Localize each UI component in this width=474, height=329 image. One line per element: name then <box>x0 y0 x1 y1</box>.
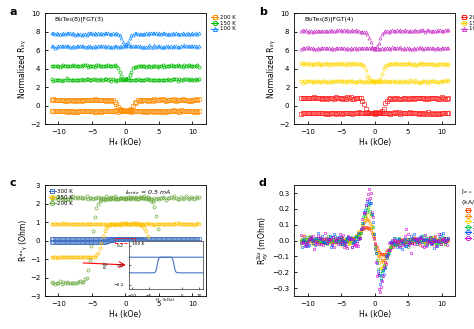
X-axis label: H₄ (kOe): H₄ (kOe) <box>359 310 391 319</box>
Legend: 200 K, 150 K, 100 K: 200 K, 150 K, 100 K <box>459 14 474 33</box>
Text: Bi₂Te₃(8)|FGT(4): Bi₂Te₃(8)|FGT(4) <box>304 16 353 22</box>
Legend: 300 K, 250 K, 200 K: 300 K, 250 K, 200 K <box>48 188 74 207</box>
Y-axis label: Normalized Rₓᵧ: Normalized Rₓᵧ <box>267 40 276 97</box>
Y-axis label: Rᵈˣᵧ (Ohm): Rᵈˣᵧ (Ohm) <box>19 220 28 261</box>
Y-axis label: R$^{2ω}_{xy}$ (mOhm): R$^{2ω}_{xy}$ (mOhm) <box>255 216 271 265</box>
X-axis label: H₄ (kOe): H₄ (kOe) <box>359 138 391 147</box>
Text: d: d <box>259 179 267 189</box>
Bar <box>115 239 136 243</box>
Text: b: b <box>259 7 267 16</box>
X-axis label: H₄ (kOe): H₄ (kOe) <box>109 310 141 319</box>
Text: c: c <box>9 179 16 189</box>
Text: I$_{write}$ = 0.5 mA: I$_{write}$ = 0.5 mA <box>126 189 172 197</box>
Text: a: a <box>9 7 17 16</box>
Y-axis label: Normalized Rₓᵧ: Normalized Rₓᵧ <box>18 40 27 97</box>
Text: Bi₂Te₃(8)|FGT(3): Bi₂Te₃(8)|FGT(3) <box>55 16 104 22</box>
Legend: 200 K, 150 K, 100 K: 200 K, 150 K, 100 K <box>210 14 237 33</box>
X-axis label: H₄ (kOe): H₄ (kOe) <box>109 138 141 147</box>
Legend: 17.5, 19.3, 21, 22.8, 24.5, 28: 17.5, 19.3, 21, 22.8, 24.5, 28 <box>459 186 474 242</box>
